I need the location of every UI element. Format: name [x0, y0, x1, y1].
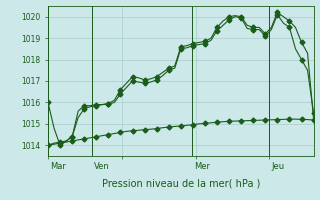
Text: Jeu: Jeu	[271, 162, 284, 171]
Text: Ven: Ven	[94, 162, 110, 171]
Text: Mer: Mer	[194, 162, 210, 171]
Text: Pression niveau de la mer( hPa ): Pression niveau de la mer( hPa )	[102, 179, 260, 188]
Text: Mar: Mar	[50, 162, 66, 171]
